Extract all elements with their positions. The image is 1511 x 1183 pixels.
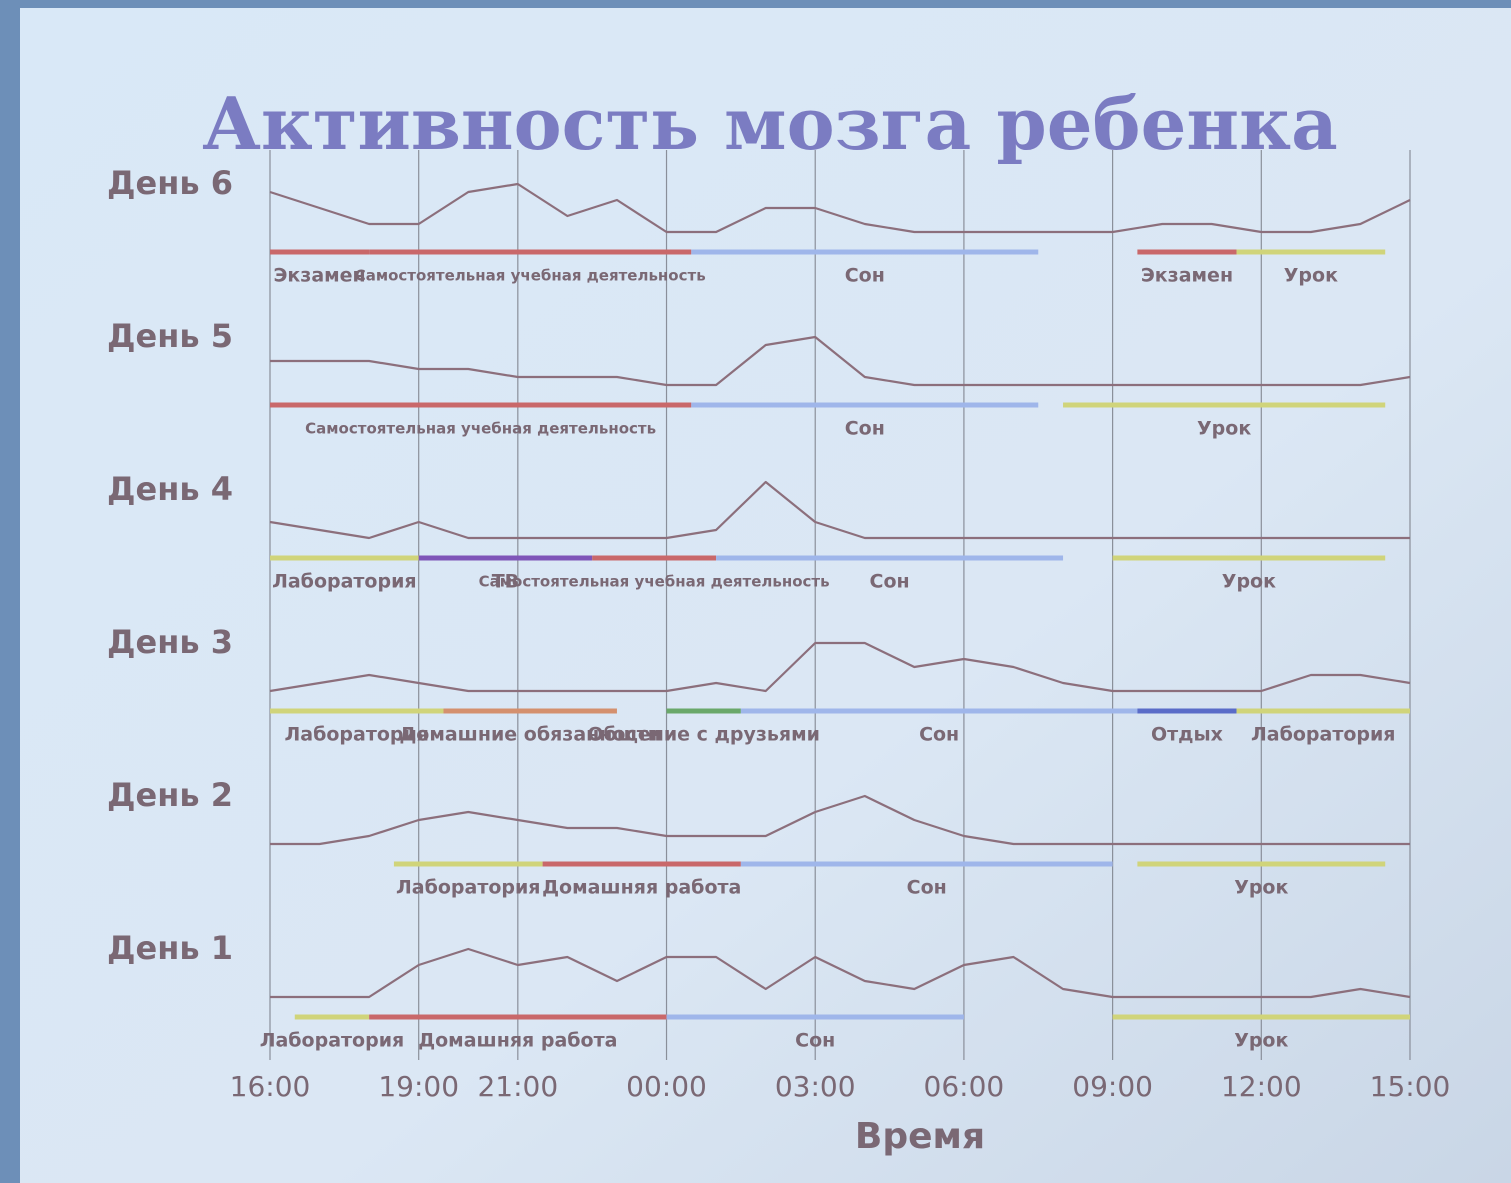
- activity-label: Самостоятельная учебная деятельность: [479, 573, 830, 591]
- day-label: День 4: [107, 470, 233, 508]
- activity-label: Самостоятельная учебная деятельность: [355, 267, 706, 285]
- activity-label: Отдых: [1151, 724, 1223, 746]
- x-axis-title: Время: [855, 1116, 985, 1157]
- activity-label: Урок: [1197, 418, 1251, 440]
- x-tick-label: 21:00: [477, 1070, 558, 1103]
- day-label: День 2: [107, 776, 233, 814]
- activity-label: Общение с друзьями: [587, 724, 820, 746]
- day-label: День 1: [107, 929, 233, 967]
- activity-label: Домашняя работа: [418, 1030, 617, 1052]
- activity-label: Сон: [919, 724, 959, 746]
- activity-label: Лаборатория: [1251, 724, 1396, 746]
- x-tick-label: 16:00: [230, 1070, 311, 1103]
- chart-title: Активность мозга ребенка: [202, 81, 1337, 166]
- x-tick-label: 09:00: [1072, 1070, 1153, 1103]
- x-tick-label: 15:00: [1370, 1070, 1451, 1103]
- activity-label: Лаборатория: [396, 877, 541, 899]
- activity-label: Сон: [845, 418, 885, 440]
- x-tick-label: 19:00: [378, 1070, 459, 1103]
- activity-label: Домашняя работа: [542, 877, 741, 899]
- x-tick-label: 03:00: [775, 1070, 856, 1103]
- day-label: День 5: [107, 317, 233, 355]
- activity-label: Урок: [1284, 265, 1338, 287]
- screen: [20, 8, 1511, 1183]
- slide: Активность мозга ребенка Время 16:00 19:0…: [0, 0, 1511, 1183]
- activity-label: Самостоятельная учебная деятельность: [305, 420, 656, 438]
- activity-label: Сон: [870, 571, 910, 593]
- activity-label: Урок: [1234, 877, 1288, 899]
- activity-label: Сон: [795, 1030, 835, 1052]
- activity-label: Урок: [1222, 571, 1276, 593]
- activity-label: Лаборатория: [272, 571, 417, 593]
- activity-label: Лаборатория: [260, 1030, 405, 1052]
- day-label: День 6: [107, 164, 233, 202]
- activity-label: Урок: [1234, 1030, 1288, 1052]
- page: Активность мозга ребенка Время 16:00 19:0…: [0, 0, 1511, 1183]
- activity-label: Экзамен: [273, 265, 365, 287]
- activity-label: Экзамен: [1141, 265, 1233, 287]
- day-label: День 3: [107, 623, 233, 661]
- activity-label: Сон: [907, 877, 947, 899]
- activity-label: Сон: [845, 265, 885, 287]
- x-tick-label: 12:00: [1221, 1070, 1302, 1103]
- x-tick-label: 00:00: [626, 1070, 707, 1103]
- x-tick-label: 06:00: [924, 1070, 1005, 1103]
